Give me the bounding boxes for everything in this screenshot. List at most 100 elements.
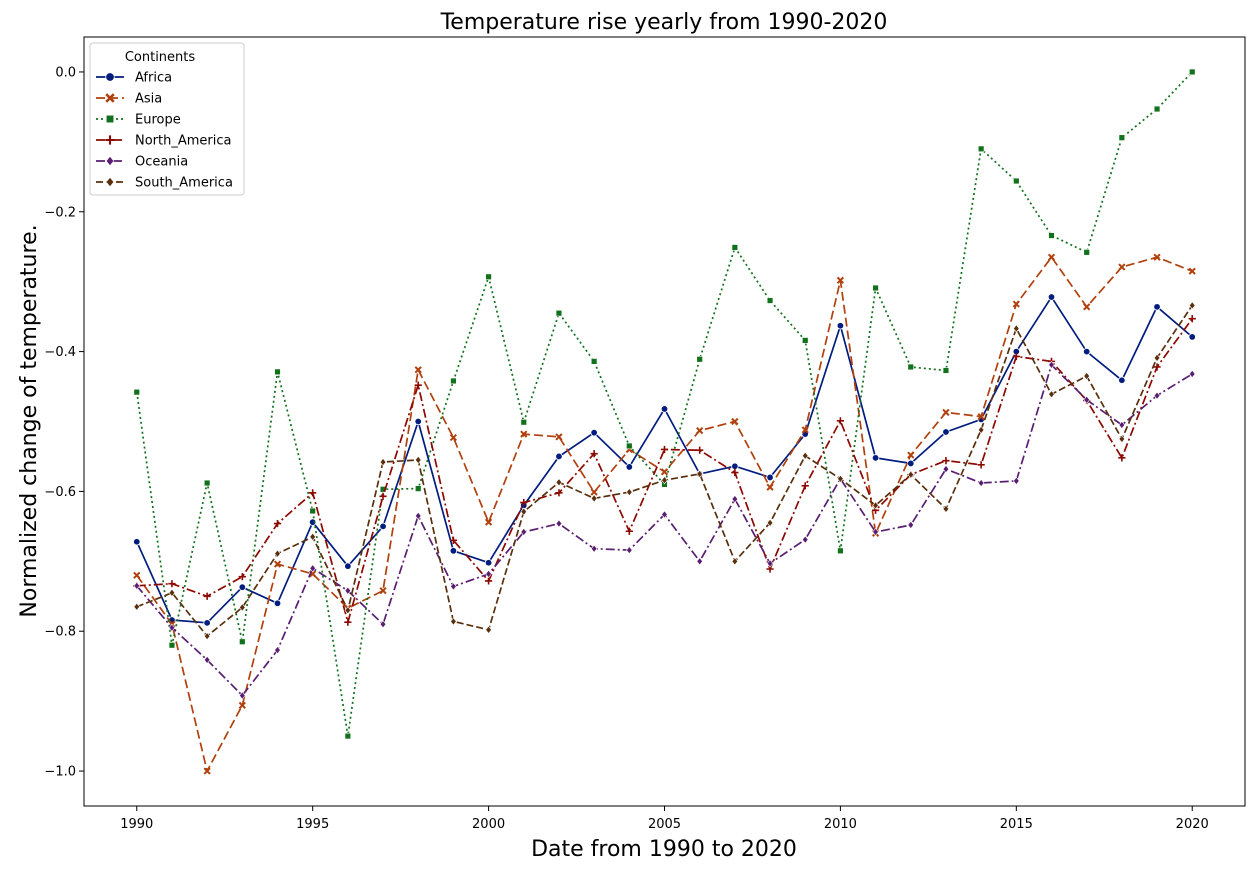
- data-point: [660, 468, 669, 476]
- data-point: [801, 482, 809, 490]
- x-tick-label: 2005: [648, 817, 681, 832]
- data-point: [1189, 68, 1196, 76]
- data-point: [450, 377, 457, 385]
- data-point: [1083, 249, 1090, 256]
- data-point: [1153, 363, 1161, 371]
- data-point: [1083, 371, 1090, 381]
- legend-label: South_America: [135, 176, 233, 191]
- data-point: [1188, 267, 1196, 275]
- data-point: [872, 284, 879, 292]
- data-point: [766, 559, 774, 568]
- data-point: [1012, 352, 1020, 361]
- data-point: [696, 426, 704, 435]
- data-point: [239, 638, 246, 645]
- data-point: [274, 549, 281, 558]
- data-point: [1082, 347, 1091, 356]
- data-point: [696, 557, 703, 566]
- data-point: [626, 546, 633, 555]
- data-point: [485, 569, 492, 578]
- data-point: [1047, 253, 1056, 261]
- data-point: [555, 433, 563, 441]
- data-point: [133, 602, 141, 611]
- data-point: [590, 488, 598, 496]
- data-point: [590, 450, 598, 458]
- series-south-america: [133, 301, 1196, 641]
- legend-label: Oceania: [135, 155, 188, 170]
- y-tick-label: −0.8: [44, 625, 76, 640]
- data-point: [484, 559, 493, 567]
- data-point: [555, 478, 563, 487]
- data-point: [309, 489, 317, 497]
- x-tick-label: 2015: [1000, 817, 1033, 832]
- data-point: [626, 488, 633, 497]
- data-point: [273, 560, 282, 568]
- data-point: [977, 425, 985, 434]
- data-point: [379, 492, 387, 500]
- data-point: [414, 455, 422, 465]
- legend: Continents Africa Asia Europe North_America O…: [89, 42, 245, 196]
- data-point: [872, 501, 879, 510]
- data-point: [450, 582, 457, 591]
- data-point: [168, 623, 176, 632]
- data-point: [133, 538, 141, 546]
- data-point: [942, 464, 950, 474]
- series-line: [136, 296, 1193, 624]
- data-point: [133, 581, 141, 590]
- data-point: [239, 691, 246, 700]
- data-point: [309, 507, 316, 515]
- series-line: [135, 71, 1193, 737]
- data-point: [1153, 391, 1161, 400]
- data-point: [942, 408, 950, 417]
- data-point: [414, 381, 422, 389]
- data-point: [1118, 134, 1126, 141]
- data-point: [238, 573, 246, 581]
- data-point: [907, 451, 915, 459]
- data-point: [344, 586, 352, 595]
- data-point: [977, 461, 985, 469]
- data-point: [520, 527, 528, 537]
- series-line: [136, 364, 1193, 697]
- data-point: [590, 428, 598, 437]
- data-point: [309, 564, 316, 573]
- data-point: [837, 547, 844, 555]
- legend-box: [89, 42, 245, 196]
- data-point: [731, 417, 739, 426]
- data-point: [1118, 420, 1126, 430]
- data-point: [1118, 434, 1126, 444]
- series-europe: [133, 68, 1196, 740]
- data-point: [1188, 369, 1196, 379]
- x-tick-label: 1990: [120, 817, 153, 832]
- data-point: [203, 479, 211, 487]
- data-point: [1013, 324, 1020, 333]
- data-point: [977, 412, 985, 421]
- data-point: [1153, 303, 1161, 311]
- data-point: [977, 145, 985, 153]
- legend-title: Continents: [125, 50, 196, 65]
- data-point: [731, 495, 739, 504]
- y-tick-label: −0.6: [44, 485, 76, 500]
- data-point: [871, 454, 880, 462]
- data-point: [555, 309, 563, 317]
- chart-title: Temperature rise yearly from 1990-2020: [440, 10, 888, 35]
- data-point: [1118, 376, 1126, 384]
- data-point: [1048, 390, 1055, 399]
- data-point: [1118, 454, 1126, 462]
- x-tick-label: 2020: [1176, 817, 1209, 832]
- data-point: [766, 518, 774, 527]
- data-point: [625, 463, 634, 471]
- data-point: [415, 485, 422, 492]
- data-point: [801, 535, 809, 544]
- data-point: [203, 655, 211, 664]
- data-point: [731, 557, 739, 566]
- legend-marker: [105, 72, 115, 82]
- data-point: [907, 363, 914, 371]
- data-point: [1048, 232, 1055, 239]
- data-point: [414, 366, 422, 374]
- data-point: [907, 459, 915, 468]
- data-point: [449, 547, 458, 555]
- data-point: [238, 701, 246, 709]
- data-point: [731, 462, 739, 470]
- data-point: [239, 603, 246, 612]
- data-point: [273, 599, 282, 607]
